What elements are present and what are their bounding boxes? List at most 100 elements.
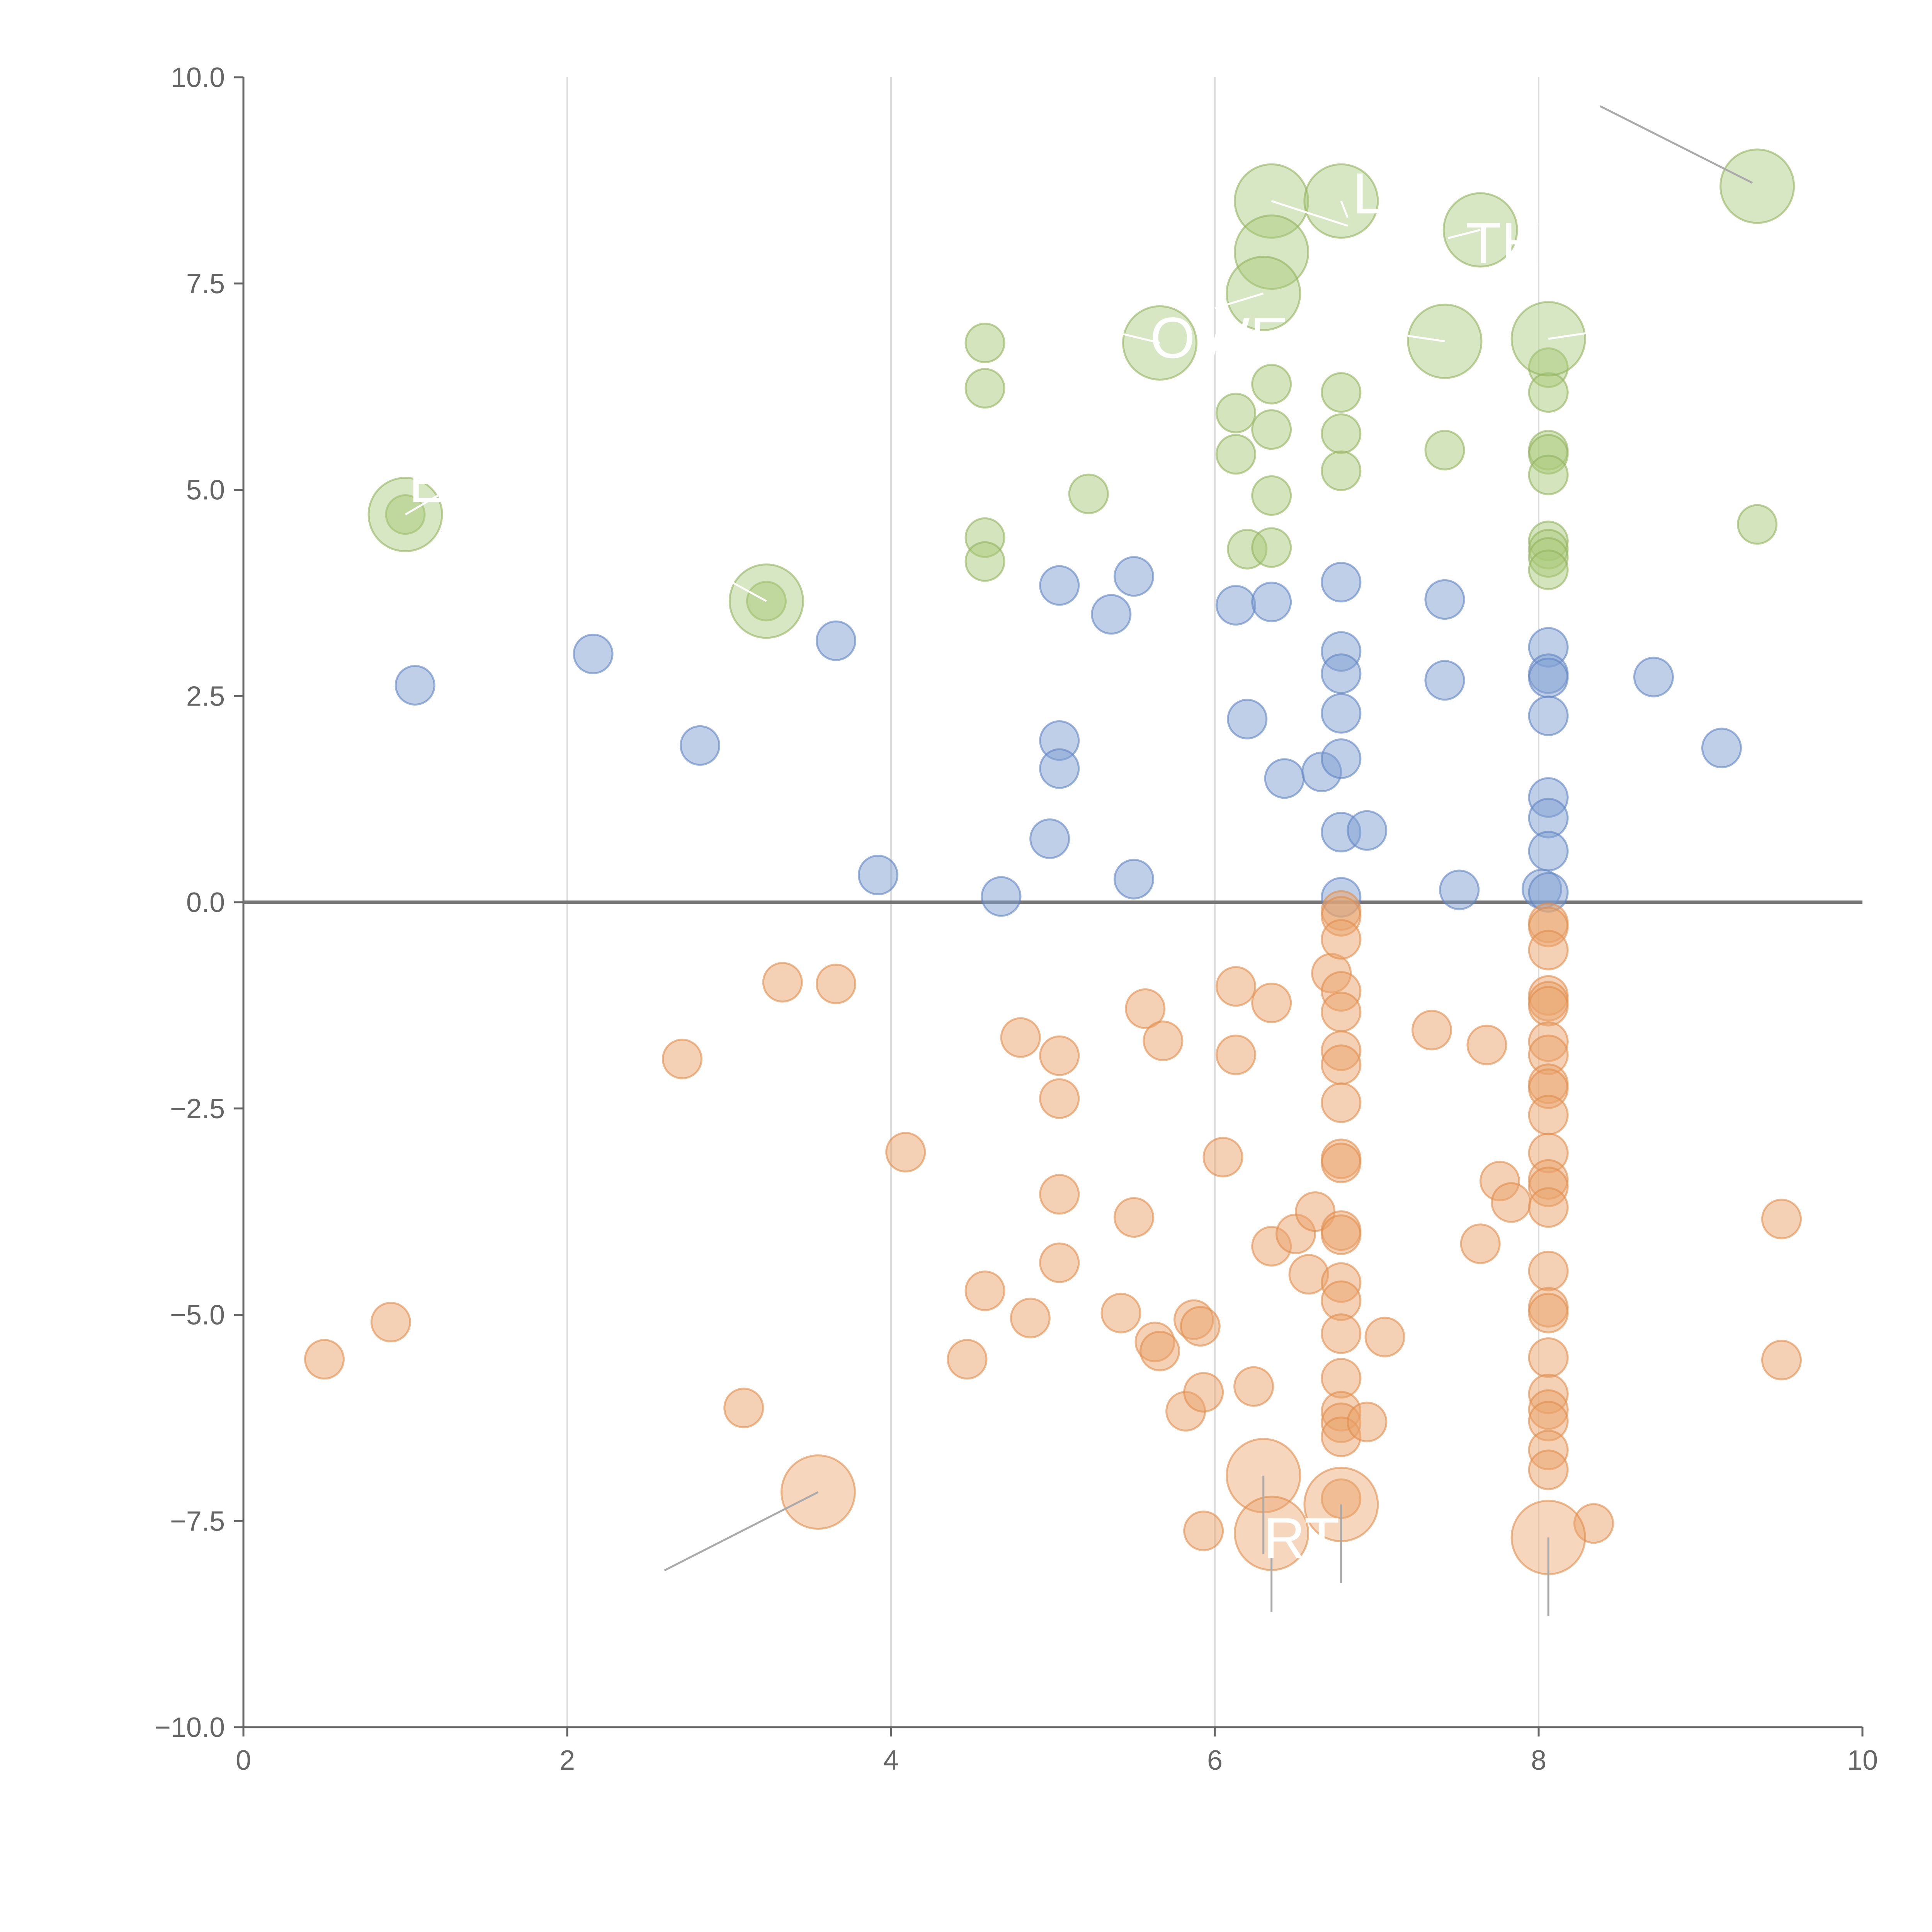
orange-point [370,1302,411,1343]
orange-point [1215,1034,1256,1075]
green-point [964,541,1005,582]
orange-point [1010,1298,1051,1338]
blue-point [1321,653,1362,694]
orange-point [1528,930,1569,971]
annotation-label-th: TH [1466,210,1543,275]
x-tick-label: 2 [560,1745,575,1776]
blue-point [573,633,614,674]
green-point [1215,434,1256,475]
green-point [1068,473,1109,514]
blue-point [1091,594,1132,635]
green-large-point [1234,214,1310,290]
orange-point [1039,1174,1080,1215]
y-tick-label: 10.0 [171,62,225,93]
x-tick-label: 8 [1531,1745,1546,1776]
blue-point [1347,810,1388,851]
orange-point [1183,1372,1224,1413]
orange-point [1364,1316,1405,1357]
orange-point [1321,1143,1362,1184]
orange-point [1321,1214,1362,1255]
blue-point [1227,699,1268,740]
orange-point [816,963,857,1004]
annotation-leader-line [1548,332,1588,340]
green-point [1251,364,1292,405]
orange-point [1039,1035,1080,1076]
y-tick-label: −5.0 [170,1300,225,1331]
blue-point [1321,693,1362,734]
y-tick-label: 7.5 [186,269,225,299]
orange-point [1202,1137,1243,1178]
green-point [964,322,1005,363]
orange-point [1321,1044,1362,1085]
blue-point [1264,758,1305,799]
annotation-leader-line [1447,229,1481,239]
label-layer: OWE TH L E RT [405,105,1753,1616]
blue-point [1251,582,1292,622]
green-point [1321,413,1362,454]
x-tick-label: 6 [1207,1745,1223,1776]
y-tick-label: 5.0 [186,475,225,506]
blue-point [1439,869,1480,910]
blue-point [1424,660,1465,701]
points-layer [304,148,1802,1575]
axis-layer: 0 2 4 6 8 10 10.0 7.5 5.0 2.5 0.0 −2.5 −5.0 −7.5 −10.0 [155,62,1878,1776]
orange-point [1528,1250,1569,1291]
orange-point [1528,1293,1569,1333]
blue-point [395,665,435,706]
orange-point [1528,1187,1569,1228]
orange-point [1761,1340,1802,1381]
orange-point [1183,1510,1224,1551]
y-tick-label: −10.0 [155,1712,225,1743]
green-point [1424,430,1465,471]
orange-point [1000,1017,1041,1058]
green-point [1251,527,1292,568]
annotation-leader-line [405,495,439,515]
orange-point [1528,1095,1569,1136]
annotation-leader-line [1271,200,1348,227]
green-point [1737,504,1778,545]
y-tick-label: −2.5 [170,1094,225,1124]
green-point [1321,372,1362,413]
orange-point [1528,986,1569,1027]
y-tick-label: −7.5 [170,1506,225,1537]
blue-point [1528,695,1569,736]
orange-point [1460,1223,1501,1264]
green-point [1321,450,1362,491]
y-tick-label: 2.5 [186,681,225,712]
orange-point [1321,919,1362,960]
orange-point [1528,1337,1569,1378]
blue-point [680,725,721,766]
orange-point [1466,1024,1507,1065]
orange-point [885,1132,926,1173]
green-point [1251,409,1292,450]
orange-point [1321,1082,1362,1123]
orange-point [1114,1197,1154,1238]
blue-point [1114,859,1154,900]
orange-point [1039,1242,1080,1283]
blue-point [857,855,898,896]
orange-point [1528,1449,1569,1490]
orange-point [1347,1401,1388,1442]
blue-point [1633,656,1674,697]
orange-point [1761,1199,1802,1240]
orange-point [1491,1182,1532,1223]
x-tick-label: 10 [1847,1745,1878,1776]
blue-point [1321,738,1362,779]
orange-point [304,1339,345,1380]
blue-point [1424,579,1465,620]
orange-point [1233,1366,1274,1407]
orange-point [662,1039,702,1080]
blue-point [1321,562,1362,603]
green-point [1215,393,1256,434]
orange-point [964,1270,1005,1311]
blue-point [1701,728,1742,769]
blue-point [1528,657,1569,698]
y-tick-label: 0.0 [186,887,225,918]
green-point [1528,372,1569,413]
annotation-leader-line [1600,105,1753,184]
blue-point [1215,585,1256,626]
orange-point [1411,1010,1452,1051]
orange-point [947,1339,988,1380]
